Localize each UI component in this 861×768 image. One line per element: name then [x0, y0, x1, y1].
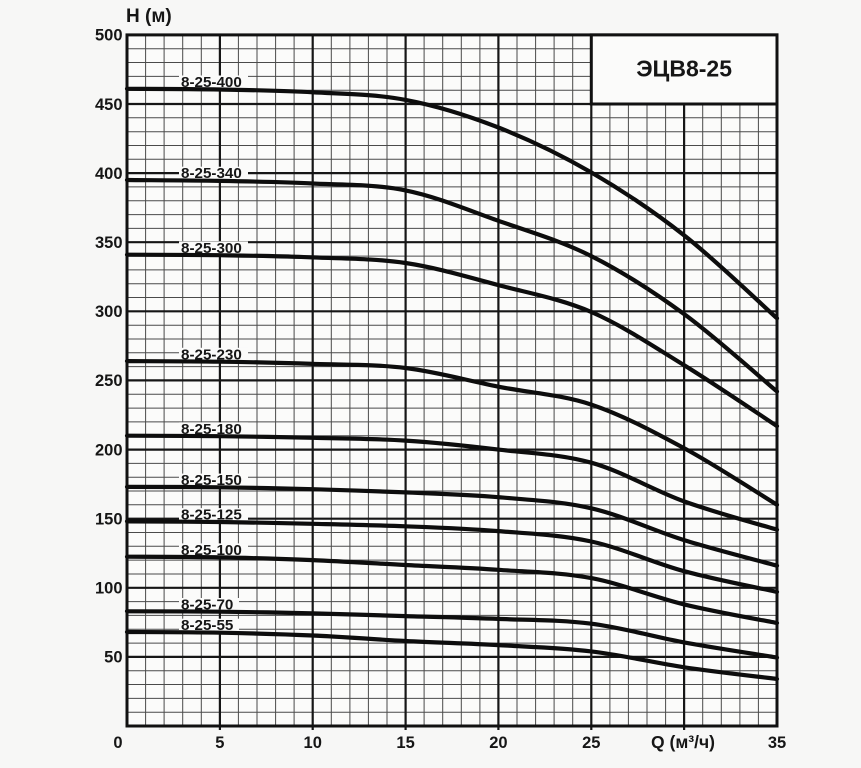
svg-text:500: 500: [95, 27, 123, 45]
svg-text:Q (м³/ч): Q (м³/ч): [651, 732, 715, 752]
svg-text:350: 350: [95, 234, 123, 252]
svg-text:8-25-400: 8-25-400: [181, 74, 242, 91]
svg-text:250: 250: [95, 372, 123, 390]
svg-text:15: 15: [396, 734, 414, 752]
svg-text:8-25-150: 8-25-150: [181, 472, 242, 489]
svg-text:8-25-300: 8-25-300: [181, 240, 242, 257]
svg-text:450: 450: [95, 96, 123, 114]
svg-text:8-25-180: 8-25-180: [181, 421, 242, 438]
svg-text:8-25-230: 8-25-230: [181, 346, 242, 363]
svg-text:5: 5: [215, 734, 224, 752]
svg-text:100: 100: [95, 580, 123, 598]
svg-text:8-25-70: 8-25-70: [181, 597, 233, 614]
svg-text:0: 0: [113, 734, 122, 752]
svg-text:8-25-55: 8-25-55: [181, 617, 234, 634]
svg-text:150: 150: [95, 511, 123, 529]
svg-text:25: 25: [582, 734, 600, 752]
svg-text:400: 400: [95, 165, 123, 183]
svg-text:200: 200: [95, 441, 123, 459]
svg-text:10: 10: [304, 734, 322, 752]
svg-text:8-25-100: 8-25-100: [181, 542, 242, 559]
svg-text:8-25-125: 8-25-125: [181, 507, 242, 524]
svg-text:H (м): H (м): [126, 6, 172, 27]
svg-text:50: 50: [104, 649, 122, 667]
svg-text:35: 35: [768, 734, 786, 752]
svg-text:ЭЦВ8-25: ЭЦВ8-25: [636, 56, 732, 82]
svg-text:8-25-340: 8-25-340: [181, 165, 242, 182]
svg-text:300: 300: [95, 303, 123, 321]
svg-text:20: 20: [489, 734, 507, 752]
